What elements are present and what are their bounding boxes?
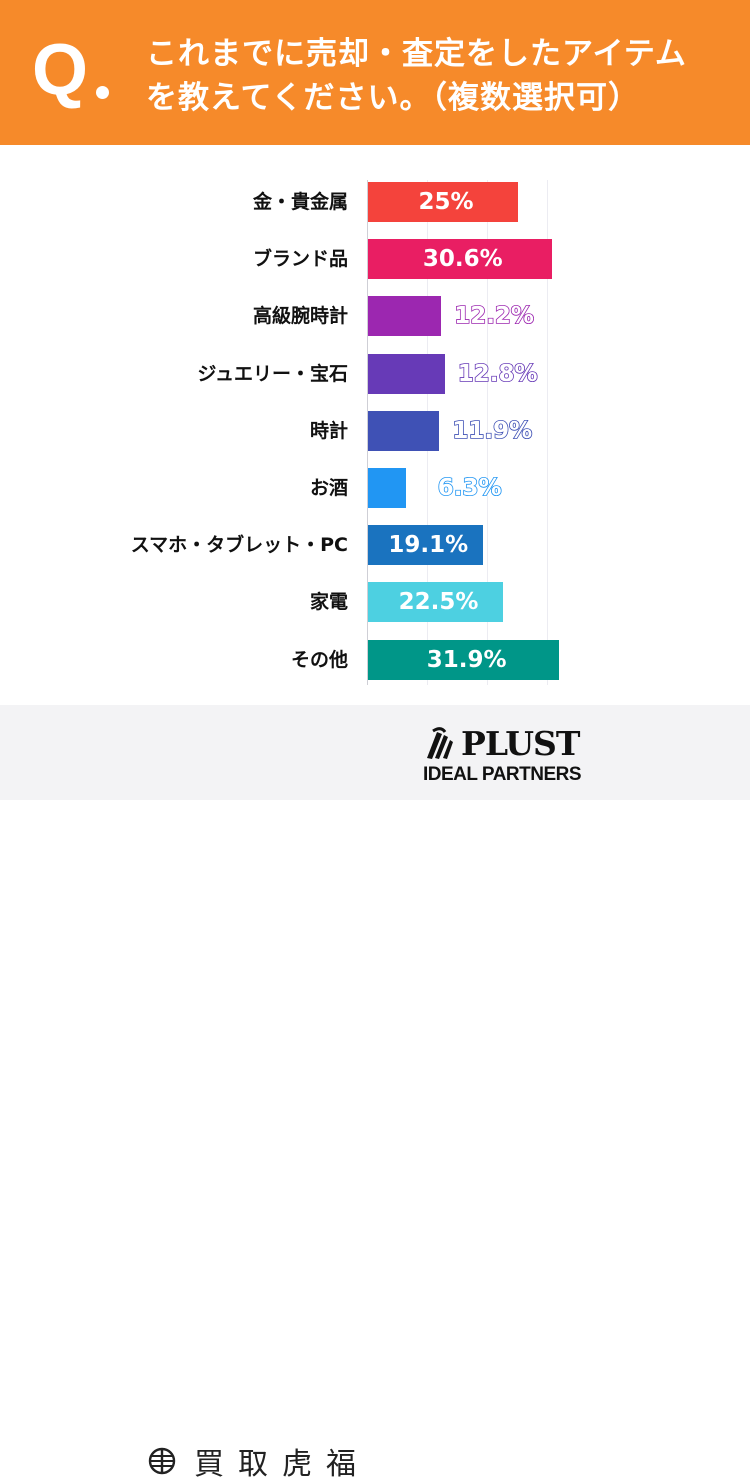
category-label: 金・貴金属	[252, 191, 348, 213]
category-label: 時計	[309, 419, 348, 442]
value-label: 19.1%	[388, 532, 469, 559]
plust-logo: PLUST IDEAL PARTNERS	[423, 722, 603, 788]
bar	[368, 525, 483, 566]
bar	[368, 468, 406, 508]
chart-row: ジュエリー・宝石 12.8%	[0, 353, 750, 394]
category-label: スマホ・タブレット・PC	[130, 534, 348, 557]
value-label: 22.5%	[398, 589, 479, 616]
question-line-1: これまでに売却・査定をしたアイテム	[146, 36, 687, 72]
chart-row: 高級腕時計 12.2%	[0, 296, 750, 337]
bar	[368, 353, 445, 394]
y-axis-line	[367, 180, 368, 685]
chart-row: 家電 22.5%	[0, 582, 750, 623]
gridline-30	[547, 180, 548, 685]
plust-mark-icon	[427, 727, 453, 759]
category-label: ジュエリー・宝石	[197, 362, 348, 385]
chart-row: お酒 6.3%	[0, 468, 750, 508]
chart-row: 時計 11.9%	[0, 410, 750, 451]
gridline-20	[487, 180, 488, 685]
value-label: 25%	[418, 189, 474, 215]
category-label: お酒	[309, 477, 348, 499]
bar	[368, 410, 440, 451]
torafuku-emblem-icon	[148, 1447, 176, 1475]
chart-row: その他 31.9%	[0, 639, 750, 680]
chart-row: スマホ・タブレット・PC 19.1%	[0, 525, 750, 566]
value-label: 31.9%	[426, 646, 507, 673]
chart-row: 金・貴金属 25%	[0, 182, 750, 222]
value-label: 12.8%	[457, 360, 538, 388]
chart-row: ブランド品 30.6%	[0, 239, 750, 280]
bar	[368, 239, 552, 280]
value-label: 11.9%	[452, 417, 533, 445]
bar	[368, 639, 560, 680]
kaitori-torafuku-logo: 買取虎福	[148, 1446, 370, 1482]
plust-text: PLUST	[461, 724, 580, 763]
category-label: ブランド品	[252, 248, 348, 271]
category-label: 家電	[309, 591, 348, 614]
category-label: 高級腕時計	[252, 305, 348, 328]
question-line-2: を教えてください。（複数選択可）	[146, 80, 641, 116]
logo1-text: 買取虎福	[194, 1447, 370, 1482]
question-text: これまでに売却・査定をしたアイテム を教えてください。（複数選択可）	[146, 32, 687, 120]
bar-chart: 金・貴金属 25% ブランド品 30.6% 高級腕時計 12.2% ジュエリー・宝石 12.8…	[0, 145, 750, 705]
value-label: 12.2%	[453, 303, 534, 331]
ideal-partners-text: IDEAL PARTNERS	[423, 764, 582, 785]
value-label: 6.3%	[437, 474, 502, 502]
q-mark: Q	[32, 30, 89, 110]
q-dot-icon	[96, 86, 109, 99]
question-header: Q これまでに売却・査定をしたアイテム を教えてください。（複数選択可）	[0, 0, 750, 145]
bar	[368, 582, 503, 623]
category-label: その他	[290, 648, 348, 671]
footer: 買取虎福 PLUST IDEAL PARTNERS	[0, 705, 750, 1482]
bar	[368, 296, 442, 337]
bar	[368, 182, 518, 222]
value-label: 30.6%	[422, 246, 503, 273]
